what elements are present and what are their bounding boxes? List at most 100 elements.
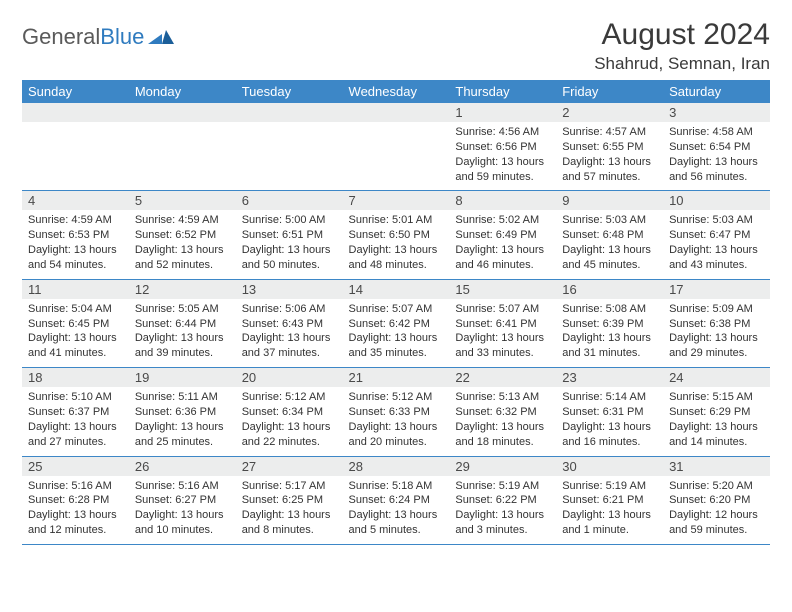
month-title: August 2024 — [594, 18, 770, 52]
day-details: Sunrise: 5:04 AMSunset: 6:45 PMDaylight:… — [22, 299, 129, 367]
day-details: Sunrise: 5:10 AMSunset: 6:37 PMDaylight:… — [22, 387, 129, 455]
day-details: Sunrise: 5:07 AMSunset: 6:41 PMDaylight:… — [449, 299, 556, 367]
calendar-day-cell: 12Sunrise: 5:05 AMSunset: 6:44 PMDayligh… — [129, 279, 236, 367]
day-number: 2 — [556, 103, 663, 122]
day-details: Sunrise: 5:19 AMSunset: 6:22 PMDaylight:… — [449, 476, 556, 544]
calendar-day-cell: 2Sunrise: 4:57 AMSunset: 6:55 PMDaylight… — [556, 103, 663, 191]
calendar-day-cell: 28Sunrise: 5:18 AMSunset: 6:24 PMDayligh… — [343, 456, 450, 544]
day-details: Sunrise: 5:02 AMSunset: 6:49 PMDaylight:… — [449, 210, 556, 278]
day-number: 3 — [663, 103, 770, 122]
day-number: 14 — [343, 280, 450, 299]
day-number: 24 — [663, 368, 770, 387]
calendar-day-cell: 18Sunrise: 5:10 AMSunset: 6:37 PMDayligh… — [22, 368, 129, 456]
logo: GeneralBlue — [22, 24, 174, 50]
day-details: Sunrise: 5:17 AMSunset: 6:25 PMDaylight:… — [236, 476, 343, 544]
calendar-week-row: 1Sunrise: 4:56 AMSunset: 6:56 PMDaylight… — [22, 103, 770, 191]
calendar-week-row: 11Sunrise: 5:04 AMSunset: 6:45 PMDayligh… — [22, 279, 770, 367]
calendar-day-cell: 7Sunrise: 5:01 AMSunset: 6:50 PMDaylight… — [343, 191, 450, 279]
day-details: Sunrise: 5:16 AMSunset: 6:28 PMDaylight:… — [22, 476, 129, 544]
calendar-day-cell: 30Sunrise: 5:19 AMSunset: 6:21 PMDayligh… — [556, 456, 663, 544]
title-block: August 2024 Shahrud, Semnan, Iran — [594, 18, 770, 74]
calendar-day-cell: 31Sunrise: 5:20 AMSunset: 6:20 PMDayligh… — [663, 456, 770, 544]
calendar-day-cell: 25Sunrise: 5:16 AMSunset: 6:28 PMDayligh… — [22, 456, 129, 544]
day-number: 11 — [22, 280, 129, 299]
header: GeneralBlue August 2024 Shahrud, Semnan,… — [22, 18, 770, 74]
day-number: 20 — [236, 368, 343, 387]
weekday-header: Wednesday — [343, 80, 450, 103]
location: Shahrud, Semnan, Iran — [594, 54, 770, 74]
calendar-day-cell: 29Sunrise: 5:19 AMSunset: 6:22 PMDayligh… — [449, 456, 556, 544]
day-number: 17 — [663, 280, 770, 299]
logo-word-2: Blue — [100, 24, 144, 49]
day-number: 21 — [343, 368, 450, 387]
day-number: 16 — [556, 280, 663, 299]
calendar-day-cell: 14Sunrise: 5:07 AMSunset: 6:42 PMDayligh… — [343, 279, 450, 367]
calendar-week-row: 4Sunrise: 4:59 AMSunset: 6:53 PMDaylight… — [22, 191, 770, 279]
day-number: 18 — [22, 368, 129, 387]
day-details: Sunrise: 5:12 AMSunset: 6:34 PMDaylight:… — [236, 387, 343, 455]
calendar-day-cell — [236, 103, 343, 191]
calendar-day-cell: 3Sunrise: 4:58 AMSunset: 6:54 PMDaylight… — [663, 103, 770, 191]
weekday-header: Monday — [129, 80, 236, 103]
day-number: 26 — [129, 457, 236, 476]
day-number: 27 — [236, 457, 343, 476]
day-details: Sunrise: 5:01 AMSunset: 6:50 PMDaylight:… — [343, 210, 450, 278]
day-details: Sunrise: 5:00 AMSunset: 6:51 PMDaylight:… — [236, 210, 343, 278]
day-number: 22 — [449, 368, 556, 387]
calendar-day-cell: 8Sunrise: 5:02 AMSunset: 6:49 PMDaylight… — [449, 191, 556, 279]
calendar-day-cell: 16Sunrise: 5:08 AMSunset: 6:39 PMDayligh… — [556, 279, 663, 367]
calendar-table: SundayMondayTuesdayWednesdayThursdayFrid… — [22, 80, 770, 545]
day-details: Sunrise: 5:08 AMSunset: 6:39 PMDaylight:… — [556, 299, 663, 367]
weekday-header: Thursday — [449, 80, 556, 103]
day-details: Sunrise: 5:18 AMSunset: 6:24 PMDaylight:… — [343, 476, 450, 544]
logo-text: GeneralBlue — [22, 24, 144, 50]
calendar-week-row: 18Sunrise: 5:10 AMSunset: 6:37 PMDayligh… — [22, 368, 770, 456]
day-number: 13 — [236, 280, 343, 299]
calendar-day-cell: 20Sunrise: 5:12 AMSunset: 6:34 PMDayligh… — [236, 368, 343, 456]
day-details: Sunrise: 5:09 AMSunset: 6:38 PMDaylight:… — [663, 299, 770, 367]
weekday-header: Saturday — [663, 80, 770, 103]
day-details: Sunrise: 4:58 AMSunset: 6:54 PMDaylight:… — [663, 122, 770, 190]
day-number: 8 — [449, 191, 556, 210]
calendar-day-cell: 5Sunrise: 4:59 AMSunset: 6:52 PMDaylight… — [129, 191, 236, 279]
calendar-day-cell — [129, 103, 236, 191]
day-details: Sunrise: 5:05 AMSunset: 6:44 PMDaylight:… — [129, 299, 236, 367]
calendar-day-cell: 15Sunrise: 5:07 AMSunset: 6:41 PMDayligh… — [449, 279, 556, 367]
calendar-day-cell — [22, 103, 129, 191]
day-number: 6 — [236, 191, 343, 210]
calendar-day-cell: 1Sunrise: 4:56 AMSunset: 6:56 PMDaylight… — [449, 103, 556, 191]
calendar-day-cell: 26Sunrise: 5:16 AMSunset: 6:27 PMDayligh… — [129, 456, 236, 544]
day-number: 12 — [129, 280, 236, 299]
day-details: Sunrise: 5:11 AMSunset: 6:36 PMDaylight:… — [129, 387, 236, 455]
day-details: Sunrise: 5:03 AMSunset: 6:47 PMDaylight:… — [663, 210, 770, 278]
day-details: Sunrise: 4:59 AMSunset: 6:52 PMDaylight:… — [129, 210, 236, 278]
weekday-header: Tuesday — [236, 80, 343, 103]
calendar-day-cell: 27Sunrise: 5:17 AMSunset: 6:25 PMDayligh… — [236, 456, 343, 544]
day-details: Sunrise: 5:13 AMSunset: 6:32 PMDaylight:… — [449, 387, 556, 455]
calendar-day-cell — [343, 103, 450, 191]
day-details: Sunrise: 5:06 AMSunset: 6:43 PMDaylight:… — [236, 299, 343, 367]
logo-mark-icon — [148, 26, 174, 49]
calendar-body: 1Sunrise: 4:56 AMSunset: 6:56 PMDaylight… — [22, 103, 770, 544]
calendar-day-cell: 13Sunrise: 5:06 AMSunset: 6:43 PMDayligh… — [236, 279, 343, 367]
day-number: 7 — [343, 191, 450, 210]
day-number: 23 — [556, 368, 663, 387]
day-details: Sunrise: 5:07 AMSunset: 6:42 PMDaylight:… — [343, 299, 450, 367]
day-number: 9 — [556, 191, 663, 210]
calendar-day-cell: 6Sunrise: 5:00 AMSunset: 6:51 PMDaylight… — [236, 191, 343, 279]
calendar-day-cell: 21Sunrise: 5:12 AMSunset: 6:33 PMDayligh… — [343, 368, 450, 456]
day-number: 19 — [129, 368, 236, 387]
calendar-day-cell: 4Sunrise: 4:59 AMSunset: 6:53 PMDaylight… — [22, 191, 129, 279]
calendar-day-cell: 22Sunrise: 5:13 AMSunset: 6:32 PMDayligh… — [449, 368, 556, 456]
day-details: Sunrise: 4:56 AMSunset: 6:56 PMDaylight:… — [449, 122, 556, 190]
day-details: Sunrise: 5:14 AMSunset: 6:31 PMDaylight:… — [556, 387, 663, 455]
calendar-day-cell: 17Sunrise: 5:09 AMSunset: 6:38 PMDayligh… — [663, 279, 770, 367]
logo-word-1: General — [22, 24, 100, 49]
day-number: 4 — [22, 191, 129, 210]
day-number: 28 — [343, 457, 450, 476]
calendar-day-cell: 24Sunrise: 5:15 AMSunset: 6:29 PMDayligh… — [663, 368, 770, 456]
day-details: Sunrise: 4:59 AMSunset: 6:53 PMDaylight:… — [22, 210, 129, 278]
weekday-header-row: SundayMondayTuesdayWednesdayThursdayFrid… — [22, 80, 770, 103]
day-details: Sunrise: 5:20 AMSunset: 6:20 PMDaylight:… — [663, 476, 770, 544]
day-number: 29 — [449, 457, 556, 476]
